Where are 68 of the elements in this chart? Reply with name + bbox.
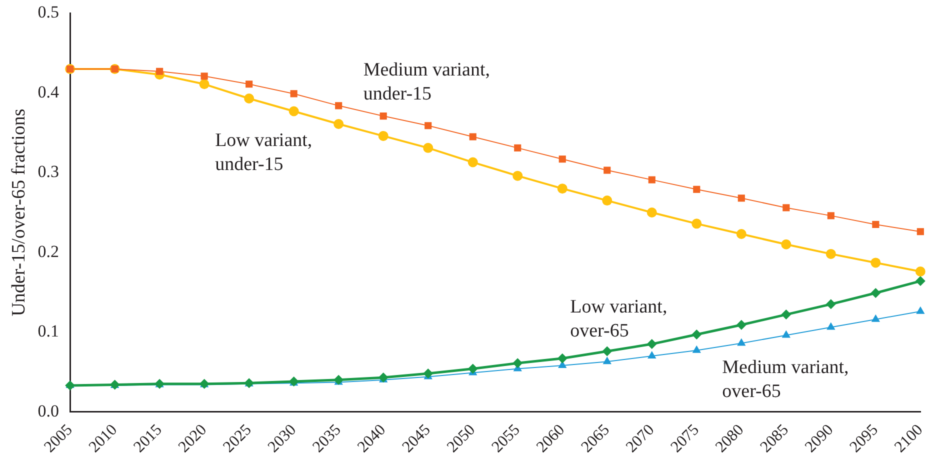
- point: [916, 306, 925, 314]
- point: [602, 196, 612, 206]
- point: [646, 339, 657, 350]
- point: [246, 80, 253, 88]
- point: [512, 358, 523, 368]
- point: [378, 130, 388, 141]
- point: [826, 248, 836, 259]
- point: [423, 142, 434, 153]
- y-axis-title: Under-15/over-65 fractions: [8, 108, 30, 316]
- point: [870, 288, 881, 298]
- series-label: Low variant, over-65: [570, 296, 668, 342]
- point: [648, 176, 656, 184]
- point: [468, 364, 478, 374]
- point: [604, 166, 611, 174]
- point: [200, 72, 208, 80]
- point: [557, 353, 568, 364]
- point: [423, 368, 434, 379]
- series-label: Medium variant, under-15: [363, 60, 490, 105]
- y-tick-label: 0.1: [38, 322, 60, 341]
- point: [468, 157, 478, 168]
- point: [334, 374, 344, 385]
- point: [65, 380, 76, 390]
- point: [646, 208, 657, 218]
- y-tick-label: 0.3: [38, 162, 60, 182]
- point: [915, 266, 926, 276]
- point: [871, 314, 880, 322]
- point: [557, 184, 568, 194]
- y-tick-label: 0.2: [38, 242, 60, 261]
- point: [827, 212, 834, 220]
- point: [288, 106, 299, 116]
- point: [602, 356, 612, 364]
- point: [514, 144, 522, 152]
- point: [335, 102, 342, 110]
- point: [692, 345, 701, 353]
- point: [736, 320, 746, 330]
- point: [290, 90, 298, 98]
- point: [872, 220, 880, 228]
- point: [512, 170, 523, 181]
- point: [692, 218, 702, 229]
- point: [782, 330, 790, 338]
- point: [870, 258, 881, 268]
- point: [826, 299, 836, 310]
- point: [693, 186, 700, 193]
- y-tick-label: 0.4: [38, 82, 60, 102]
- y-tick-label: 0.0: [38, 401, 60, 420]
- point: [781, 310, 792, 320]
- point: [692, 329, 702, 340]
- point: [469, 133, 476, 140]
- point: [244, 94, 254, 104]
- point: [781, 239, 792, 250]
- point: [736, 229, 746, 240]
- point: [737, 338, 746, 346]
- point: [380, 112, 387, 120]
- point: [738, 194, 745, 202]
- point: [916, 228, 924, 236]
- point: [602, 346, 612, 356]
- point: [558, 156, 566, 163]
- point: [782, 204, 790, 212]
- point: [199, 79, 210, 90]
- y-tick-label: 0.5: [38, 2, 60, 22]
- point: [424, 122, 432, 130]
- series-label: Low variant, under-15: [215, 130, 312, 175]
- point: [915, 276, 926, 286]
- point: [648, 350, 656, 358]
- series-label: Medium variant, over-65: [722, 356, 849, 402]
- point: [826, 322, 836, 330]
- point: [156, 68, 164, 75]
- point: [334, 119, 344, 130]
